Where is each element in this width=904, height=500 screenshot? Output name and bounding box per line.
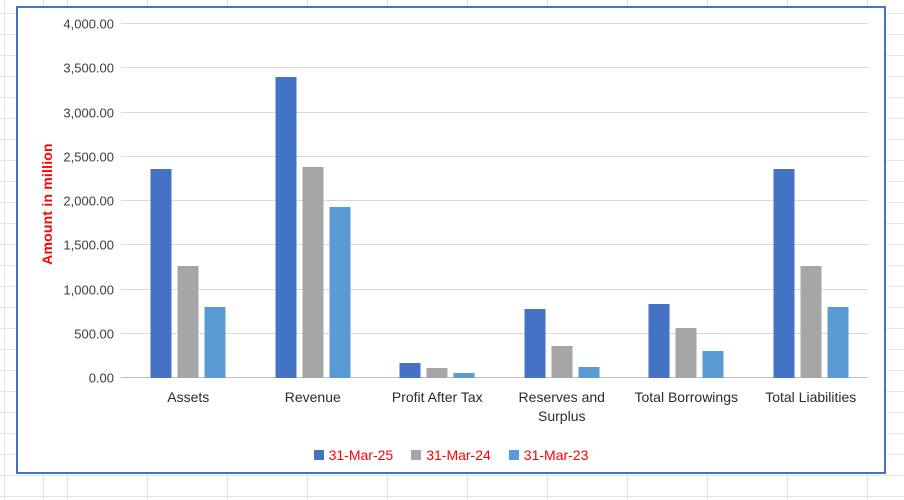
bar-group-reserves-and-surplus <box>524 24 600 378</box>
y-tick-label: 4,000.00 <box>63 16 114 32</box>
legend-item-31-mar-23[interactable]: 31-Mar-23 <box>508 447 589 463</box>
legend-label: 31-Mar-23 <box>523 447 589 463</box>
gridline <box>121 332 868 334</box>
bar-revenue-31-mar-25[interactable] <box>275 77 297 378</box>
bar-revenue-31-mar-24[interactable] <box>302 166 324 378</box>
bar-group-assets <box>150 24 226 378</box>
category-label-total-borrowings: Total Borrowings <box>634 389 739 405</box>
legend-swatch-icon <box>411 450 422 460</box>
bar-assets-31-mar-24[interactable] <box>177 265 199 378</box>
spreadsheet-gridline <box>4 0 5 500</box>
x-axis-labels: Assets Revenue Profit After Tax Reserves an… <box>121 388 868 432</box>
legend-item-31-mar-25[interactable]: 31-Mar-25 <box>313 447 394 463</box>
bar-revenue-31-mar-23[interactable] <box>329 207 351 378</box>
gridline <box>121 23 868 24</box>
gridline <box>121 155 868 157</box>
gridline <box>121 288 868 290</box>
legend-swatch-icon <box>508 450 519 460</box>
bar-group-profit-after-tax <box>399 24 475 378</box>
y-tick-label: 1,000.00 <box>63 282 114 297</box>
bar-group-total-borrowings <box>648 24 724 378</box>
bar-reserves-and-surplus-31-mar-23[interactable] <box>578 366 600 378</box>
category-label-total-liabilities: Total Liabilities <box>765 389 857 405</box>
legend-item-31-mar-24[interactable]: 31-Mar-24 <box>411 447 491 463</box>
bar-total-liabilities-31-mar-24[interactable] <box>800 265 822 378</box>
y-tick-label: 500.00 <box>74 326 114 342</box>
plot-area <box>121 23 868 378</box>
bar-profit-after-tax-31-mar-25[interactable] <box>399 362 421 378</box>
y-axis-ticks: 0.00 500.00 1,000.00 1,500.00 2,000.00 2,500.… <box>18 17 114 386</box>
category-label-profit-after-tax: Profit After Tax <box>391 389 483 405</box>
bar-group-total-liabilities <box>773 24 849 378</box>
gridline <box>121 111 868 113</box>
bar-reserves-and-surplus-31-mar-24[interactable] <box>551 346 573 378</box>
y-tick-label: 3,000.00 <box>63 105 114 120</box>
category-label-reserves-and-surplus: Reserves and Surplus <box>518 389 605 424</box>
x-axis-line <box>121 377 868 378</box>
bar-profit-after-tax-31-mar-24[interactable] <box>426 367 448 378</box>
bar-profit-after-tax-31-mar-23[interactable] <box>453 373 475 378</box>
legend-label: 31-Mar-25 <box>328 447 394 463</box>
chart-area[interactable]: Amount in million 0.00 500.00 1,000.00 1,50… <box>16 6 886 474</box>
bar-assets-31-mar-23[interactable] <box>204 307 226 378</box>
gridline <box>121 244 868 246</box>
bar-total-borrowings-31-mar-24[interactable] <box>675 327 697 378</box>
bar-total-liabilities-31-mar-23[interactable] <box>827 307 849 378</box>
y-tick-label: 3,500.00 <box>63 60 114 76</box>
category-label-revenue: Revenue <box>284 389 341 405</box>
y-tick-label: 1,500.00 <box>63 237 114 253</box>
bar-reserves-and-surplus-31-mar-25[interactable] <box>524 308 546 378</box>
category-label-assets: Assets <box>167 389 210 405</box>
bar-total-borrowings-31-mar-23[interactable] <box>702 351 724 378</box>
legend: 31-Mar-25 31-Mar-24 31-Mar-23 <box>18 445 884 465</box>
gridline <box>121 67 868 69</box>
bar-group-revenue <box>275 24 351 378</box>
gridline <box>121 200 868 201</box>
bar-assets-31-mar-25[interactable] <box>150 169 172 378</box>
legend-label: 31-Mar-24 <box>426 447 491 463</box>
bar-total-borrowings-31-mar-25[interactable] <box>648 303 670 378</box>
bar-total-liabilities-31-mar-25[interactable] <box>773 169 795 378</box>
y-tick-label: 0.00 <box>88 370 114 386</box>
legend-swatch-icon <box>313 450 324 460</box>
y-tick-label: 2,500.00 <box>63 149 114 165</box>
y-tick-label: 2,000.00 <box>63 193 114 209</box>
